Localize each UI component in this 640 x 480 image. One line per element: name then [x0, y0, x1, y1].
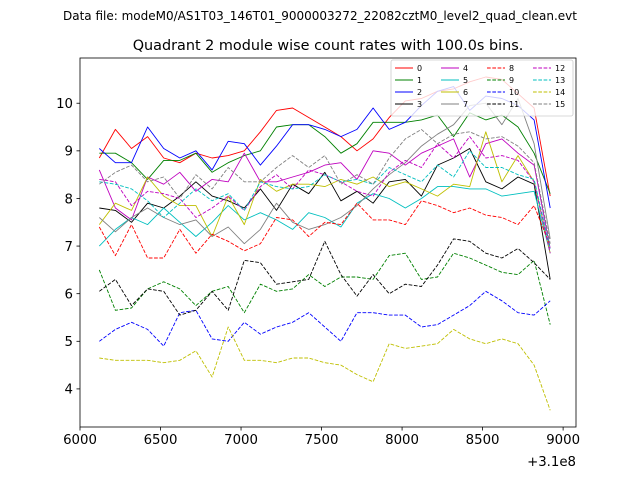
series-line-3	[99, 148, 551, 280]
legend-label-0: 0	[417, 64, 422, 73]
series-line-11	[99, 238, 551, 316]
legend-label-7: 7	[463, 100, 468, 109]
y-axis: 4 5 6 7 8 9 10	[56, 97, 80, 398]
y-tick-label: 10	[56, 97, 73, 112]
x-tick-label: 6000	[63, 433, 97, 448]
legend-label-14: 14	[555, 88, 565, 97]
y-tick-label: 7	[65, 240, 73, 255]
series-line-4	[98, 138, 551, 249]
y-tick-label: 5	[65, 335, 73, 350]
legend-label-6: 6	[463, 88, 468, 97]
series-line-9	[98, 252, 551, 325]
x-tick-label: 7500	[305, 433, 339, 448]
legend-label-5: 5	[463, 76, 468, 85]
axes-background	[80, 58, 576, 427]
legend-frame	[390, 59, 574, 117]
series-line-13	[99, 150, 551, 249]
y-tick-label: 8	[65, 192, 73, 207]
series-line-14	[99, 326, 551, 411]
y-tick-label: 4	[65, 383, 73, 398]
legend-label-9: 9	[509, 76, 514, 85]
y-tick-label: 6	[65, 287, 73, 302]
legend-label-13: 13	[555, 76, 565, 85]
chart-suptitle: Data file: modeM0/AS1T03_146T01_90000032…	[63, 9, 577, 23]
x-tick-label: 8500	[466, 433, 500, 448]
x-tick-label: 6500	[144, 433, 178, 448]
chart-title: Quadrant 2 module wise count rates with …	[133, 38, 524, 54]
legend-label-2: 2	[417, 88, 422, 97]
x-axis: 6000 6500 7000 7500 8000 8500 9000	[63, 427, 580, 448]
x-tick-label: 7000	[224, 433, 258, 448]
legend-label-3: 3	[417, 100, 422, 109]
plot-area	[79, 57, 577, 428]
series-line-8	[98, 200, 551, 259]
legend-label-10: 10	[509, 88, 519, 97]
legend-label-1: 1	[417, 76, 422, 85]
legend-label-12: 12	[555, 64, 565, 73]
series-line-5	[98, 186, 551, 254]
x-tick-label: 8000	[385, 433, 419, 448]
x-tick-label: 9000	[546, 433, 580, 448]
series-line-10	[99, 290, 551, 347]
legend-label-4: 4	[463, 64, 468, 73]
legend-label-8: 8	[509, 64, 514, 73]
series-line-15	[99, 128, 551, 244]
legend-label-15: 15	[555, 100, 565, 109]
legend-label-11: 11	[509, 100, 519, 109]
x-offset-label: +3.1e8	[527, 455, 576, 470]
axes-frame	[79, 57, 577, 428]
y-tick-label: 9	[65, 145, 73, 160]
series-line-6	[98, 131, 551, 254]
